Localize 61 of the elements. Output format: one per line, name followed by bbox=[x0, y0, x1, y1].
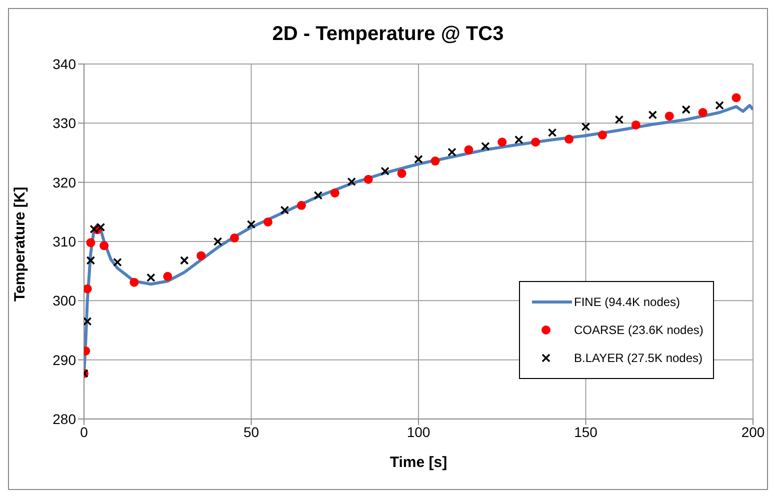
point bbox=[196, 251, 206, 260]
point bbox=[347, 177, 356, 186]
point bbox=[430, 156, 440, 166]
y-tick-label: 320 bbox=[52, 174, 76, 190]
point bbox=[263, 217, 272, 226]
point bbox=[631, 120, 640, 130]
y-tick-label: 290 bbox=[52, 352, 76, 368]
point bbox=[84, 284, 92, 294]
point bbox=[464, 145, 474, 154]
y-axis-title: Temperature [K] bbox=[11, 186, 28, 302]
legend-label: FINE (94.4K nodes) bbox=[574, 295, 680, 309]
point bbox=[130, 278, 139, 287]
x-axis-title: Time [s] bbox=[390, 454, 448, 471]
point bbox=[314, 190, 323, 200]
point bbox=[481, 142, 490, 151]
point bbox=[246, 220, 256, 229]
point bbox=[180, 256, 189, 265]
point bbox=[581, 122, 590, 132]
y-tick-label: 340 bbox=[52, 56, 76, 72]
point bbox=[514, 135, 524, 144]
point bbox=[698, 108, 708, 118]
point bbox=[448, 148, 456, 157]
point bbox=[230, 233, 240, 242]
point bbox=[664, 112, 674, 121]
y-tick-label: 280 bbox=[52, 410, 76, 427]
point bbox=[146, 273, 156, 282]
point bbox=[614, 115, 624, 124]
point bbox=[86, 256, 96, 265]
point bbox=[86, 238, 96, 248]
point bbox=[330, 188, 340, 198]
point bbox=[84, 316, 92, 326]
y-tick-label: 330 bbox=[52, 115, 76, 132]
point bbox=[648, 110, 658, 120]
point bbox=[715, 101, 724, 110]
point bbox=[296, 200, 306, 210]
legend-label: COARSE (23.6K nodes) bbox=[574, 323, 704, 337]
point bbox=[280, 206, 290, 215]
x-tick-label: 0 bbox=[80, 424, 88, 440]
point bbox=[732, 93, 741, 102]
point bbox=[163, 272, 172, 281]
point bbox=[414, 154, 423, 164]
point bbox=[380, 166, 390, 176]
point bbox=[548, 128, 557, 138]
point bbox=[682, 105, 690, 114]
y-tick-label: 310 bbox=[52, 233, 76, 250]
x-tick-label: 50 bbox=[243, 424, 260, 440]
x-tick-label: 150 bbox=[574, 424, 598, 440]
point bbox=[498, 138, 507, 147]
x-tick-label: 200 bbox=[741, 424, 765, 440]
legend-label: B.LAYER (27.5K nodes) bbox=[574, 351, 703, 365]
point bbox=[564, 134, 574, 144]
x-tick-label: 100 bbox=[406, 424, 430, 440]
point bbox=[100, 241, 109, 250]
point bbox=[531, 138, 540, 147]
point bbox=[364, 174, 373, 184]
point bbox=[397, 168, 406, 178]
point bbox=[598, 130, 607, 140]
point bbox=[213, 237, 222, 246]
point bbox=[113, 258, 122, 267]
y-tick-label: 300 bbox=[52, 292, 76, 309]
chart-title: 2D - Temperature @ TC3 bbox=[271, 23, 505, 46]
